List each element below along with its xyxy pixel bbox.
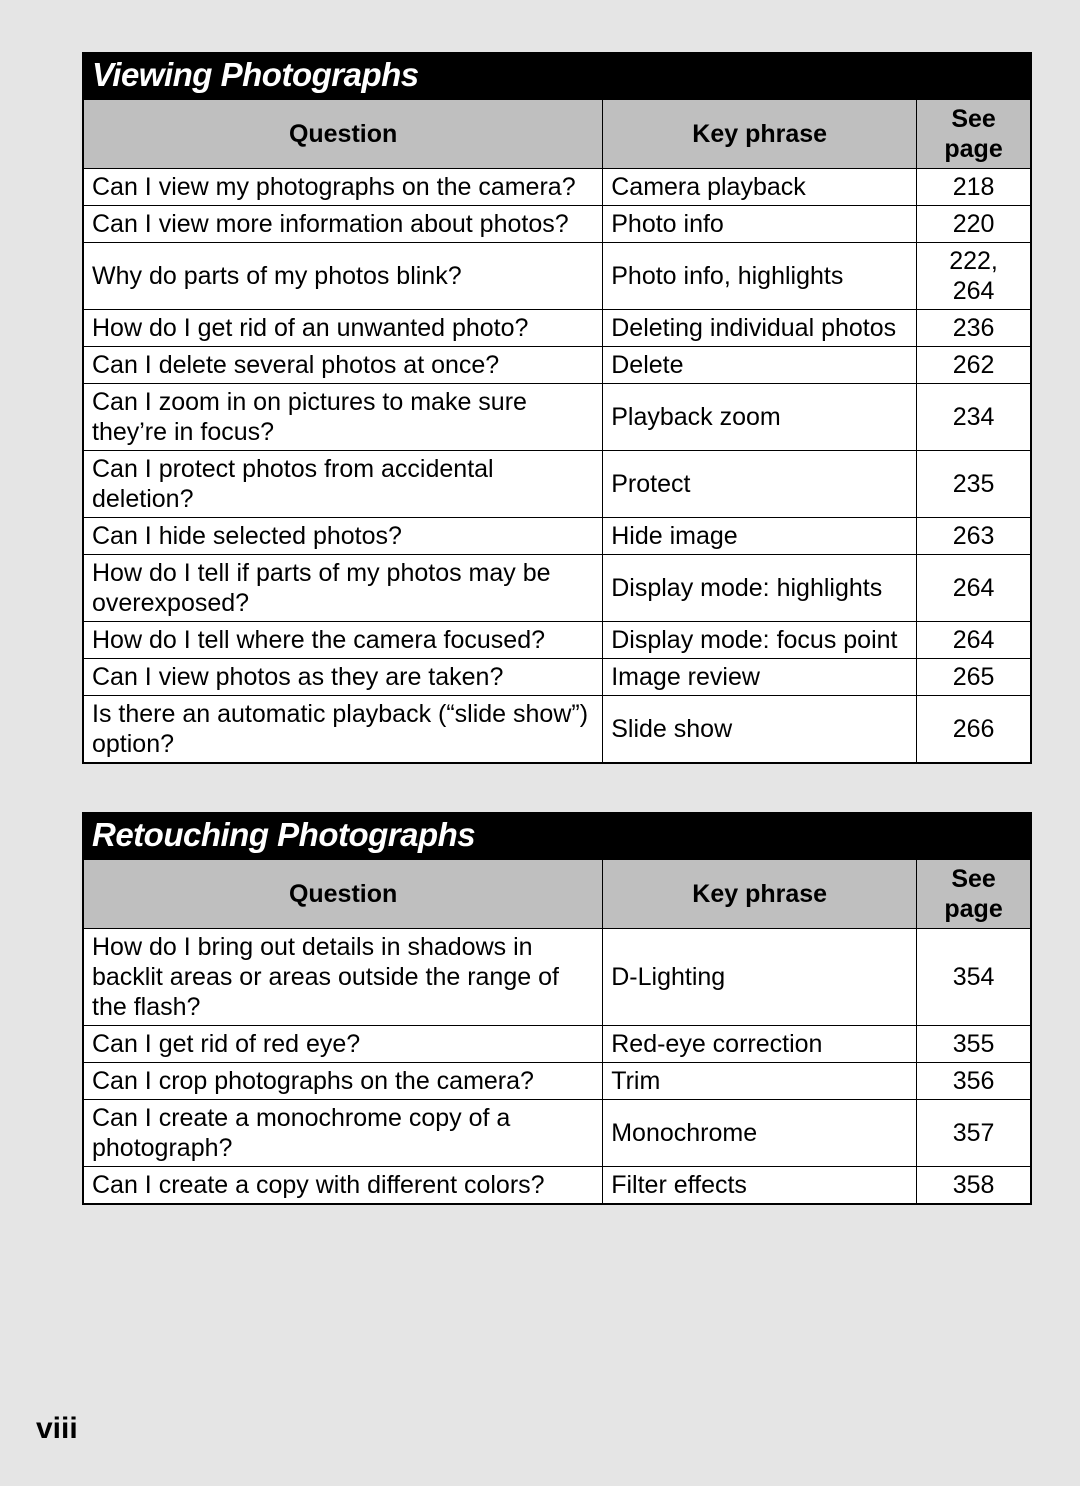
- cell-question: Can I zoom in on pictures to make sure t…: [83, 384, 603, 451]
- cell-key-phrase: Hide image: [603, 518, 917, 555]
- cell-key-phrase: Camera playback: [603, 169, 917, 206]
- cell-see-page: 264: [917, 555, 1031, 622]
- cell-question: How do I get rid of an unwanted photo?: [83, 310, 603, 347]
- cell-question: Can I create a monochrome copy of a phot…: [83, 1100, 603, 1167]
- table-row: Can I create a monochrome copy of a phot…: [83, 1100, 1031, 1167]
- table-row: Is there an automatic playback (“slide s…: [83, 696, 1031, 764]
- cell-question: How do I tell where the camera focused?: [83, 622, 603, 659]
- column-header-question: Question: [83, 100, 603, 169]
- qa-table: QuestionKey phraseSee page How do I bring…: [82, 860, 1032, 1205]
- cell-see-page: 354: [917, 929, 1031, 1026]
- column-header-key-phrase: Key phrase: [603, 860, 917, 929]
- cell-key-phrase: Photo info, highlights: [603, 243, 917, 310]
- table-row: Can I protect photos from accidental del…: [83, 451, 1031, 518]
- table-row: Can I zoom in on pictures to make sure t…: [83, 384, 1031, 451]
- cell-key-phrase: Image review: [603, 659, 917, 696]
- cell-question: Can I view my photographs on the camera?: [83, 169, 603, 206]
- cell-question: Is there an automatic playback (“slide s…: [83, 696, 603, 764]
- cell-key-phrase: Delete: [603, 347, 917, 384]
- page-number: viii: [36, 1412, 78, 1446]
- sections-container: Viewing PhotographsQuestionKey phraseSee…: [82, 52, 1032, 1205]
- table-row: Can I create a copy with different color…: [83, 1167, 1031, 1205]
- cell-key-phrase: Photo info: [603, 206, 917, 243]
- cell-see-page: 265: [917, 659, 1031, 696]
- table-row: Can I delete several photos at once?Dele…: [83, 347, 1031, 384]
- cell-key-phrase: Protect: [603, 451, 917, 518]
- column-header-question: Question: [83, 860, 603, 929]
- cell-see-page: 262: [917, 347, 1031, 384]
- table-row: How do I get rid of an unwanted photo?De…: [83, 310, 1031, 347]
- cell-see-page: 220: [917, 206, 1031, 243]
- cell-key-phrase: Display mode: focus point: [603, 622, 917, 659]
- cell-question: Can I delete several photos at once?: [83, 347, 603, 384]
- table-row: Can I view more information about photos…: [83, 206, 1031, 243]
- cell-see-page: 263: [917, 518, 1031, 555]
- table-row: Can I view my photographs on the camera?…: [83, 169, 1031, 206]
- section-title: Retouching Photographs: [82, 812, 1032, 860]
- cell-key-phrase: Filter effects: [603, 1167, 917, 1205]
- table-row: Why do parts of my photos blink?Photo in…: [83, 243, 1031, 310]
- cell-see-page: 222, 264: [917, 243, 1031, 310]
- table-row: Can I view photos as they are taken?Imag…: [83, 659, 1031, 696]
- cell-question: Can I view more information about photos…: [83, 206, 603, 243]
- section-title: Viewing Photographs: [82, 52, 1032, 100]
- cell-key-phrase: Slide show: [603, 696, 917, 764]
- table-row: Can I get rid of red eye?Red-eye correct…: [83, 1026, 1031, 1063]
- cell-see-page: 235: [917, 451, 1031, 518]
- cell-key-phrase: Deleting individual photos: [603, 310, 917, 347]
- cell-question: Can I view photos as they are taken?: [83, 659, 603, 696]
- cell-key-phrase: Monochrome: [603, 1100, 917, 1167]
- column-header-see-page: See page: [917, 860, 1031, 929]
- cell-key-phrase: Display mode: highlights: [603, 555, 917, 622]
- cell-see-page: 358: [917, 1167, 1031, 1205]
- column-header-key-phrase: Key phrase: [603, 100, 917, 169]
- cell-question: How do I bring out details in shadows in…: [83, 929, 603, 1026]
- cell-question: Can I get rid of red eye?: [83, 1026, 603, 1063]
- cell-see-page: 266: [917, 696, 1031, 764]
- cell-see-page: 218: [917, 169, 1031, 206]
- cell-see-page: 264: [917, 622, 1031, 659]
- cell-question: Can I hide selected photos?: [83, 518, 603, 555]
- table-row: How do I bring out details in shadows in…: [83, 929, 1031, 1026]
- cell-see-page: 357: [917, 1100, 1031, 1167]
- qa-section: Retouching PhotographsQuestionKey phrase…: [82, 812, 1032, 1205]
- manual-page: Viewing PhotographsQuestionKey phraseSee…: [0, 0, 1080, 1486]
- cell-see-page: 236: [917, 310, 1031, 347]
- table-row: Can I crop photographs on the camera?Tri…: [83, 1063, 1031, 1100]
- column-header-see-page: See page: [917, 100, 1031, 169]
- cell-question: How do I tell if parts of my photos may …: [83, 555, 603, 622]
- cell-key-phrase: Playback zoom: [603, 384, 917, 451]
- table-row: How do I tell if parts of my photos may …: [83, 555, 1031, 622]
- table-row: How do I tell where the camera focused?D…: [83, 622, 1031, 659]
- table-row: Can I hide selected photos?Hide image263: [83, 518, 1031, 555]
- cell-key-phrase: Red-eye correction: [603, 1026, 917, 1063]
- cell-question: Can I create a copy with different color…: [83, 1167, 603, 1205]
- qa-table: QuestionKey phraseSee pageCan I view my …: [82, 100, 1032, 764]
- qa-section: Viewing PhotographsQuestionKey phraseSee…: [82, 52, 1032, 764]
- cell-see-page: 234: [917, 384, 1031, 451]
- cell-see-page: 355: [917, 1026, 1031, 1063]
- cell-question: Can I crop photographs on the camera?: [83, 1063, 603, 1100]
- cell-question: Why do parts of my photos blink?: [83, 243, 603, 310]
- cell-key-phrase: Trim: [603, 1063, 917, 1100]
- cell-see-page: 356: [917, 1063, 1031, 1100]
- cell-key-phrase: D-Lighting: [603, 929, 917, 1026]
- cell-question: Can I protect photos from accidental del…: [83, 451, 603, 518]
